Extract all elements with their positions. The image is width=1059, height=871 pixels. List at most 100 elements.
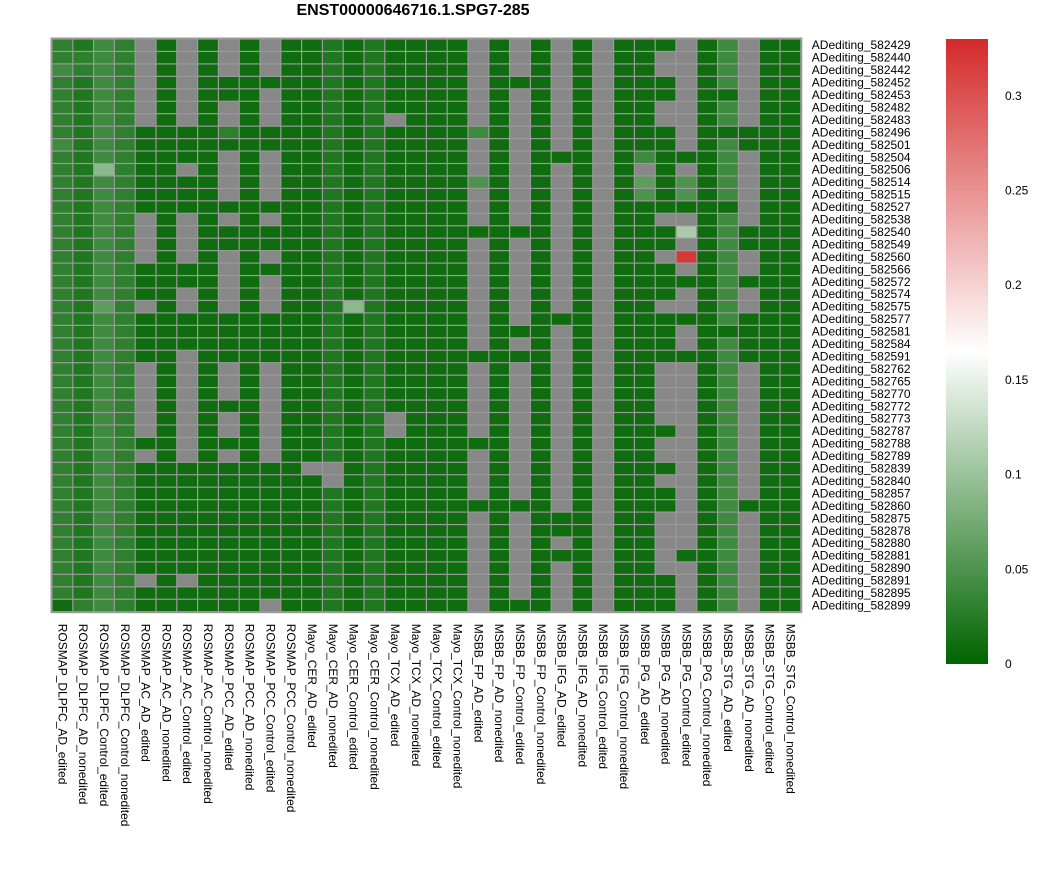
row-label: ADediting_582840 bbox=[812, 474, 911, 488]
heatmap-cell bbox=[780, 438, 801, 450]
heatmap-cell bbox=[427, 587, 447, 599]
heatmap-cell bbox=[156, 388, 177, 400]
heatmap-cell bbox=[135, 338, 156, 350]
heatmap-cell bbox=[489, 400, 509, 412]
heatmap-cell bbox=[73, 325, 93, 338]
heatmap-cell bbox=[198, 537, 218, 549]
heatmap-cell bbox=[385, 550, 405, 562]
heatmap-cell bbox=[260, 550, 281, 562]
heatmap-cell bbox=[447, 363, 468, 375]
heatmap-cell bbox=[759, 76, 780, 89]
heatmap-cell bbox=[551, 500, 572, 512]
heatmap-cell bbox=[447, 400, 468, 412]
heatmap-cell bbox=[343, 101, 364, 114]
heatmap-cell bbox=[655, 462, 676, 475]
heatmap-cell bbox=[468, 189, 489, 201]
heatmap-cell bbox=[593, 52, 613, 64]
heatmap-cell bbox=[260, 438, 281, 450]
heatmap-cell bbox=[759, 400, 780, 412]
heatmap-cell bbox=[260, 52, 281, 64]
heatmap-cells bbox=[50, 37, 803, 614]
heatmap-cell bbox=[593, 512, 613, 524]
heatmap-cell bbox=[551, 550, 572, 562]
heatmap-cell bbox=[739, 525, 759, 537]
heatmap-cell bbox=[489, 375, 509, 387]
heatmap-cell bbox=[239, 39, 260, 51]
heatmap-cell bbox=[759, 151, 780, 163]
heatmap-cell bbox=[343, 263, 364, 275]
heatmap-cell bbox=[676, 338, 697, 350]
column-label: ROSMAP_DLPFC_Control_edited bbox=[97, 624, 111, 807]
heatmap-cell bbox=[260, 450, 281, 462]
heatmap-cell bbox=[364, 599, 385, 612]
heatmap-cell bbox=[52, 425, 73, 437]
heatmap-cell bbox=[323, 574, 343, 587]
heatmap-cell bbox=[115, 126, 135, 138]
heatmap-cell bbox=[447, 450, 468, 462]
heatmap-cell bbox=[635, 487, 655, 500]
heatmap-cell bbox=[676, 238, 697, 251]
heatmap-cell bbox=[759, 189, 780, 201]
heatmap-cell bbox=[406, 164, 426, 176]
heatmap-cell bbox=[759, 238, 780, 251]
heatmap-cell bbox=[302, 213, 322, 226]
heatmap-cell bbox=[697, 313, 717, 325]
heatmap-cell bbox=[593, 189, 613, 201]
heatmap-cell bbox=[531, 462, 551, 475]
heatmap-cell bbox=[635, 313, 655, 325]
heatmap-cell bbox=[551, 64, 572, 76]
heatmap-cell bbox=[135, 313, 156, 325]
heatmap-cell bbox=[655, 126, 676, 138]
heatmap-cell bbox=[219, 251, 239, 263]
heatmap-cell bbox=[614, 388, 634, 400]
heatmap-cell bbox=[219, 338, 239, 350]
heatmap-cell bbox=[551, 413, 572, 425]
heatmap-cell bbox=[406, 550, 426, 562]
heatmap-cell bbox=[281, 276, 301, 288]
heatmap-cell bbox=[302, 313, 322, 325]
heatmap-cell bbox=[489, 388, 509, 400]
heatmap-cell bbox=[489, 226, 509, 238]
heatmap-cell bbox=[489, 101, 509, 114]
heatmap-cell bbox=[718, 338, 738, 350]
heatmap-cell bbox=[156, 126, 177, 138]
heatmap-cell bbox=[593, 413, 613, 425]
heatmap-cell bbox=[115, 425, 135, 437]
column-label: Mayo_TCX_Control_edited bbox=[430, 624, 444, 769]
heatmap-cell bbox=[551, 89, 572, 101]
heatmap-cell bbox=[239, 226, 260, 238]
heatmap-cell bbox=[198, 413, 218, 425]
column-label: ROSMAP_PCC_Control_nonedited bbox=[284, 624, 298, 813]
heatmap-cell bbox=[447, 151, 468, 163]
heatmap-cell bbox=[697, 89, 717, 101]
heatmap-cell bbox=[177, 375, 197, 387]
heatmap-cell bbox=[177, 487, 197, 500]
heatmap-cell bbox=[676, 52, 697, 64]
heatmap-cell bbox=[614, 350, 634, 363]
heatmap-cell bbox=[718, 475, 738, 487]
heatmap-cell bbox=[531, 574, 551, 587]
heatmap-cell bbox=[447, 139, 468, 151]
heatmap-cell bbox=[281, 263, 301, 275]
heatmap-cell bbox=[281, 201, 301, 213]
heatmap-cell bbox=[780, 176, 801, 188]
heatmap-cell bbox=[510, 525, 530, 537]
heatmap-cell bbox=[94, 599, 114, 612]
heatmap-cell bbox=[489, 276, 509, 288]
heatmap-cell bbox=[135, 101, 156, 114]
heatmap-cell bbox=[260, 288, 281, 300]
heatmap-cell bbox=[780, 475, 801, 487]
heatmap-cell bbox=[73, 599, 93, 612]
heatmap-cell bbox=[697, 126, 717, 138]
heatmap-cell bbox=[531, 500, 551, 512]
heatmap-cell bbox=[177, 462, 197, 475]
heatmap-cell bbox=[73, 226, 93, 238]
heatmap-cell bbox=[115, 325, 135, 338]
heatmap-cell bbox=[593, 363, 613, 375]
heatmap-cell bbox=[468, 126, 489, 138]
heatmap-cell bbox=[364, 325, 385, 338]
heatmap-cell bbox=[510, 139, 530, 151]
column-label: MSBB_PG_AD_nonedited bbox=[659, 624, 673, 765]
heatmap-cell bbox=[572, 462, 593, 475]
heatmap-cell bbox=[364, 176, 385, 188]
